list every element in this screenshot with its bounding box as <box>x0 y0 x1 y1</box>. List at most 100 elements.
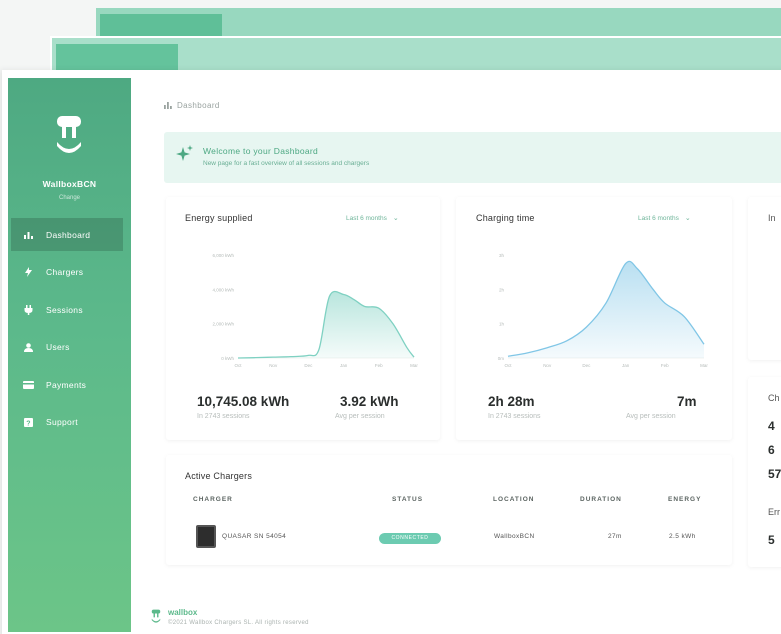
partial-card-bottom: Ch 4 6 57 Err 5 <box>748 377 781 567</box>
sidebar-item-chargers[interactable]: Chargers <box>8 256 131 289</box>
charger-energy: 2.5 kWh <box>669 533 696 540</box>
breadcrumb: Dashboard <box>164 101 220 110</box>
sidebar-item-label: Sessions <box>46 304 83 315</box>
x-tick-label: Jan <box>340 363 348 368</box>
y-tick-label: 1h <box>499 322 505 327</box>
sidebar-item-payments[interactable]: Payments <box>8 368 131 401</box>
sidebar-item-label: Chargers <box>46 267 84 277</box>
partial-value: 57 <box>768 467 781 481</box>
middle-window-tab <box>56 44 178 74</box>
energy-avg-sub: Avg per session <box>335 413 385 420</box>
time-total-sub: In 2743 sessions <box>488 413 541 420</box>
help-icon: ? <box>22 416 34 428</box>
sidebar-item-label: Dashboard <box>46 229 91 240</box>
sidebar-item-sessions[interactable]: Sessions <box>8 293 131 326</box>
x-tick-label: Nov <box>543 363 552 368</box>
partial-value: 4 <box>768 419 775 433</box>
energy-total-sub: In 2743 sessions <box>197 413 250 420</box>
x-tick-label: Jan <box>622 363 630 368</box>
sidebar-item-support[interactable]: ? Support <box>8 406 131 439</box>
column-header: CHARGER <box>193 496 233 503</box>
partial-value: 5 <box>768 533 775 547</box>
charger-image <box>196 525 216 548</box>
user-icon <box>22 341 34 353</box>
area-fill <box>508 261 704 358</box>
sidebar: WallboxBCN Change Dashboard Chargers Ses… <box>8 78 131 632</box>
column-header: STATUS <box>392 496 424 503</box>
chart-bar-icon <box>22 229 34 241</box>
brand-name: WallboxBCN <box>42 179 97 189</box>
partial-card-title: In <box>768 213 776 223</box>
footer-brand: wallbox <box>168 608 198 617</box>
chevron-down-icon: ⌄ <box>392 215 399 222</box>
x-tick-label: Dec <box>582 363 591 368</box>
range-label: Last 6 months <box>346 214 387 222</box>
status-badge: CONNECTED <box>379 533 441 544</box>
welcome-banner: Welcome to your Dashboard New page for a… <box>164 132 781 183</box>
time-total: 2h 28m <box>488 394 535 409</box>
y-tick-label: 2,000 kWh <box>212 322 234 327</box>
wallbox-logo-icon <box>57 116 81 153</box>
y-tick-label: 2h <box>499 287 505 292</box>
x-tick-label: Oct <box>504 363 512 368</box>
series-line <box>237 290 415 359</box>
time-avg-sub: Avg per session <box>626 413 676 420</box>
footer-copyright: ©2021 Wallbox Chargers SL. All rights re… <box>168 620 309 626</box>
partial-card-title: Ch <box>768 393 780 403</box>
active-chargers-card: Active Chargers CHARGER STATUS LOCATION … <box>166 455 732 565</box>
column-header: LOCATION <box>493 496 535 503</box>
sidebar-item-dashboard[interactable]: Dashboard <box>11 218 123 251</box>
range-label: Last 6 months <box>638 214 679 222</box>
welcome-title: Welcome to your Dashboard <box>203 146 319 156</box>
chart-bar-icon <box>164 102 172 109</box>
card-title: Active Chargers <box>185 471 253 481</box>
charging-time-chart: 0m 1h 2h 3h Oct Nov Dec Jan Feb Mar <box>498 253 709 368</box>
credit-card-icon <box>22 379 34 391</box>
energy-supplied-card: Energy supplied Last 6 months ⌄ 0 kWh 2,0… <box>166 197 440 440</box>
charger-name: QUASAR SN 54054 <box>222 533 287 540</box>
range-selector[interactable]: Last 6 months ⌄ <box>638 214 691 223</box>
bolt-icon <box>22 266 34 278</box>
chevron-down-icon: ⌄ <box>684 215 691 222</box>
energy-total: 10,745.08 kWh <box>197 394 290 409</box>
sidebar-nav: Dashboard Chargers Sessions Users <box>8 218 131 443</box>
x-tick-label: Feb <box>661 363 669 368</box>
series-line <box>507 260 705 357</box>
y-tick-label: 0 kWh <box>221 356 234 361</box>
x-tick-label: Feb <box>375 363 383 368</box>
column-header: DURATION <box>580 496 622 503</box>
time-avg: 7m <box>677 394 697 409</box>
y-tick-label: 3h <box>499 253 505 258</box>
column-header: ENERGY <box>668 496 702 503</box>
charger-location: WallboxBCN <box>494 533 535 540</box>
charging-time-card: Charging time Last 6 months ⌄ 0m 1h 2h 3h Oc… <box>456 197 732 440</box>
plug-icon <box>22 304 34 316</box>
breadcrumb-label: Dashboard <box>177 101 220 110</box>
sidebar-item-label: Support <box>46 417 78 427</box>
area-fill <box>238 291 414 358</box>
partial-value: 6 <box>768 443 775 457</box>
x-tick-label: Nov <box>269 363 278 368</box>
partial-card-top: In <box>748 197 781 360</box>
card-title: Energy supplied <box>185 213 253 223</box>
range-selector[interactable]: Last 6 months ⌄ <box>346 214 399 223</box>
sidebar-item-label: Payments <box>46 379 87 390</box>
partial-card-title: Err <box>768 507 780 517</box>
y-tick-label: 4,000 kWh <box>212 287 234 292</box>
charger-duration: 27m <box>608 533 622 540</box>
svg-text:?: ? <box>26 420 31 427</box>
sidebar-item-label: Users <box>46 342 70 352</box>
sidebar-item-users[interactable]: Users <box>8 331 131 364</box>
x-tick-label: Mar <box>700 363 708 368</box>
wallbox-logo-icon <box>151 609 161 623</box>
x-tick-label: Oct <box>234 363 242 368</box>
y-tick-label: 0m <box>498 356 505 361</box>
y-tick-label: 6,000 kWh <box>212 253 234 258</box>
energy-chart: 0 kWh 2,000 kWh 4,000 kWh 6,000 kWh Oct Nov De… <box>212 253 418 368</box>
sparkle-icon <box>176 145 193 161</box>
welcome-subtitle: New page for a fast overview of all sess… <box>203 160 370 167</box>
brand-subtitle: Change <box>58 195 81 201</box>
energy-avg: 3.92 kWh <box>340 394 399 409</box>
card-title: Charging time <box>476 213 535 223</box>
